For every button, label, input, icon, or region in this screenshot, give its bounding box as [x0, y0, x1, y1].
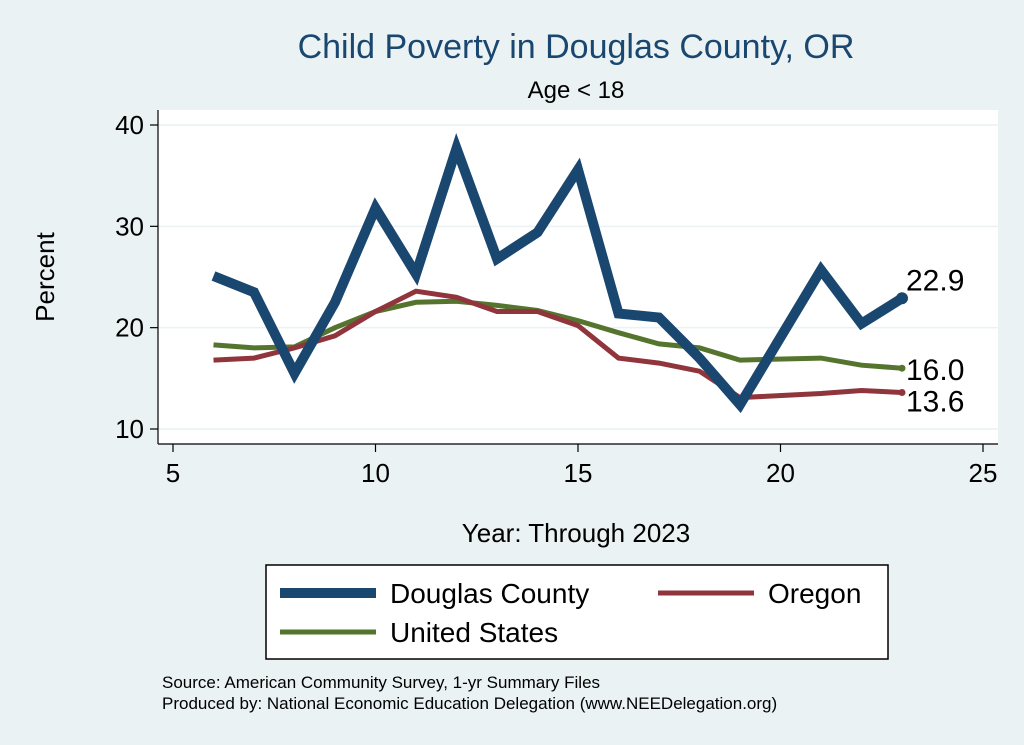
series-line-douglas-county: [211, 132, 905, 414]
end-label-douglas-county: 22.9: [906, 264, 964, 297]
x-axis-title: Year: Through 2023: [462, 518, 690, 548]
x-tick-label-20: 20: [766, 458, 795, 488]
y-tick-label-10: 10: [115, 414, 144, 444]
end-point-douglas-county: [896, 292, 908, 305]
y-tick-label-20: 20: [115, 313, 144, 343]
y-axis-title: Percent: [30, 231, 60, 321]
legend: Douglas County Oregon United States: [265, 564, 889, 660]
end-point-united-states: [898, 364, 906, 372]
series-line-oregon: [213, 288, 903, 401]
produced-by-note: Produced by: National Economic Education…: [162, 694, 777, 713]
y-axis-ticks: 10 20 30 40: [115, 110, 158, 444]
x-tick-label-5: 5: [166, 458, 180, 488]
legend-box: [265, 564, 889, 660]
plot-area: [158, 110, 998, 444]
end-label-oregon: 13.6: [906, 386, 964, 419]
series-lines: [211, 132, 908, 414]
x-tick-label-10: 10: [361, 458, 390, 488]
legend-label-oregon: Oregon: [768, 578, 861, 609]
end-label-united-states: 16.0: [906, 354, 964, 387]
y-tick-label-30: 30: [115, 211, 144, 241]
x-tick-label-15: 15: [564, 458, 593, 488]
source-note: Source: American Community Survey, 1-yr …: [162, 673, 600, 692]
x-axis-ticks: 5 10 15 20 25: [166, 444, 998, 488]
grid-lines: [159, 124, 998, 430]
end-labels: 22.9 13.616.0: [906, 264, 964, 418]
legend-label-douglas-county: Douglas County: [390, 578, 589, 609]
chart-subtitle: Age < 18: [528, 77, 625, 104]
legend-label-united-states: United States: [390, 617, 558, 648]
end-point-oregon: [898, 389, 906, 397]
x-tick-label-25: 25: [969, 458, 998, 488]
chart-title: Child Poverty in Douglas County, OR: [298, 28, 855, 66]
y-tick-label-40: 40: [115, 110, 144, 140]
